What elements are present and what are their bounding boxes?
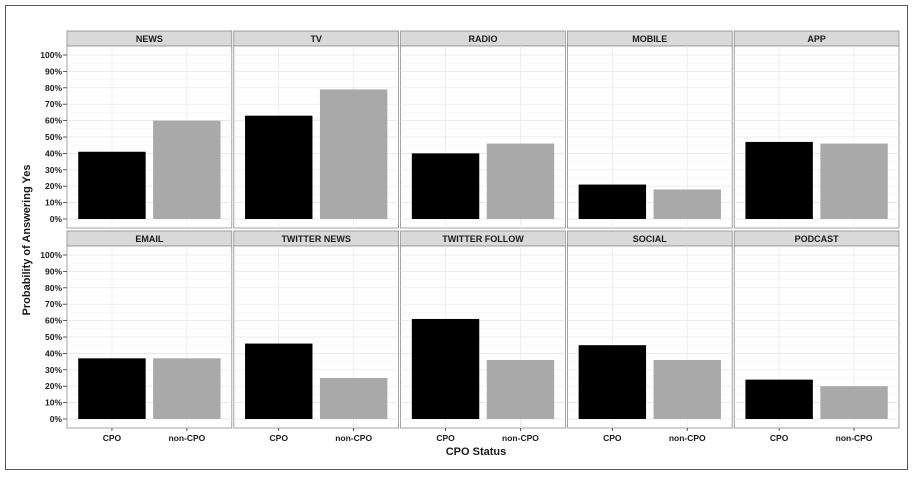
- facet-title: NEWS: [136, 34, 163, 44]
- bar-non-cpo: [153, 120, 221, 219]
- bar-non-cpo: [653, 359, 721, 419]
- y-tick-label: 10%: [45, 398, 62, 408]
- bar-cpo: [245, 343, 313, 419]
- bar-cpo: [745, 379, 813, 419]
- bar-cpo: [245, 115, 313, 219]
- facet-title: PODCAST: [795, 234, 840, 244]
- y-tick-label: 60%: [45, 316, 62, 326]
- bar-cpo: [78, 151, 146, 219]
- bar-non-cpo: [820, 143, 888, 219]
- y-tick-label: 30%: [45, 165, 62, 175]
- bar-non-cpo: [319, 378, 388, 419]
- y-tick-label: 40%: [45, 348, 62, 358]
- x-axis-title: CPO Status: [446, 446, 507, 458]
- x-tick-label: non-CPO: [669, 433, 706, 443]
- bar-non-cpo: [319, 89, 388, 219]
- x-tick-label: non-CPO: [168, 433, 205, 443]
- y-tick-label: 90%: [45, 266, 62, 276]
- y-tick-label: 100%: [40, 250, 62, 260]
- bar-cpo: [745, 141, 813, 219]
- y-tick-label: 80%: [45, 83, 62, 93]
- x-tick-label: CPO: [270, 433, 289, 443]
- y-tick-label: 90%: [45, 66, 62, 76]
- y-axis-title: Probability of Answering Yes: [21, 165, 33, 316]
- y-tick-label: 80%: [45, 283, 62, 293]
- facet-title: APP: [807, 34, 826, 44]
- facet-title: TWITTER FOLLOW: [442, 234, 524, 244]
- x-tick-label: CPO: [436, 433, 455, 443]
- x-tick-label: non-CPO: [335, 433, 372, 443]
- facet-title: SOCIAL: [633, 234, 668, 244]
- y-tick-label: 40%: [45, 148, 62, 158]
- bar-cpo: [578, 184, 647, 219]
- x-tick-label: non-CPO: [836, 433, 873, 443]
- bar-cpo: [411, 153, 480, 219]
- y-tick-label: 50%: [45, 332, 62, 342]
- facet-title: RADIO: [469, 34, 498, 44]
- x-tick-label: CPO: [603, 433, 622, 443]
- y-tick-label: 70%: [45, 99, 62, 109]
- facet-title: MOBILE: [632, 34, 667, 44]
- bar-cpo: [78, 358, 146, 419]
- y-tick-label: 20%: [45, 181, 62, 191]
- bar-non-cpo: [486, 143, 555, 219]
- y-tick-label: 100%: [40, 50, 62, 60]
- x-tick-label: CPO: [103, 433, 122, 443]
- x-tick-label: CPO: [770, 433, 789, 443]
- facet-title: TV: [310, 34, 322, 44]
- facet-title: TWITTER NEWS: [281, 234, 351, 244]
- facet-title: EMAIL: [135, 234, 164, 244]
- bar-cpo: [578, 345, 647, 419]
- y-tick-label: 0%: [50, 214, 63, 224]
- y-tick-label: 50%: [45, 132, 62, 142]
- bar-non-cpo: [486, 359, 555, 419]
- bar-cpo: [411, 318, 480, 419]
- y-tick-label: 30%: [45, 365, 62, 375]
- y-tick-label: 10%: [45, 198, 62, 208]
- y-tick-label: 20%: [45, 381, 62, 391]
- bar-non-cpo: [653, 189, 721, 219]
- bar-non-cpo: [153, 358, 221, 419]
- x-tick-label: non-CPO: [502, 433, 539, 443]
- y-tick-label: 60%: [45, 116, 62, 126]
- y-tick-label: 0%: [50, 414, 63, 424]
- bar-non-cpo: [820, 386, 888, 419]
- y-tick-label: 70%: [45, 299, 62, 309]
